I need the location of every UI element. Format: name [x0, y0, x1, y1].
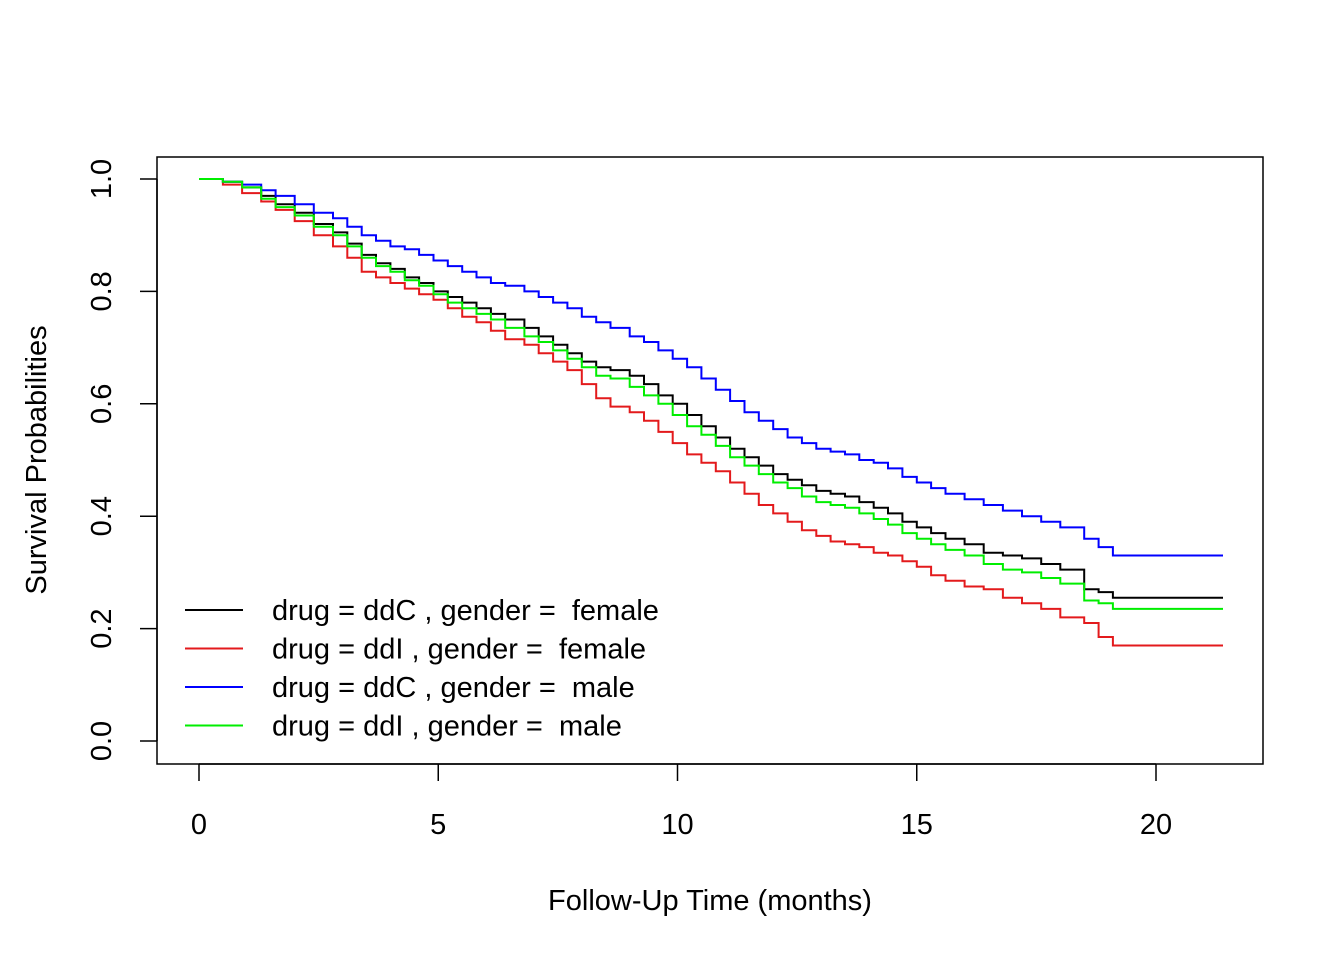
series-line-2 [199, 178, 1223, 557]
legend-label: drug = ddI , gender = female [272, 634, 646, 666]
series-line-1 [199, 178, 1223, 647]
y-axis: 0.0 0.2 0.4 0.6 0.8 1.0 [86, 159, 158, 761]
legend: drug = ddC , gender = female drug = ddI ,… [185, 595, 659, 743]
y-tick-label: 0.0 [86, 721, 118, 761]
x-tick-label: 20 [1140, 809, 1172, 841]
x-tick-label: 15 [901, 809, 933, 841]
series-line-3 [199, 178, 1223, 610]
x-axis: 0 5 10 15 20 [191, 763, 1172, 841]
legend-label: drug = ddC , gender = male [272, 672, 635, 704]
y-axis-label: Survival Probabilities [21, 325, 53, 594]
y-tick-label: 0.6 [86, 384, 118, 424]
x-axis-label: Follow-Up Time (months) [548, 885, 872, 917]
y-tick-label: 0.8 [86, 271, 118, 311]
y-tick-label: 0.2 [86, 608, 118, 648]
x-tick-label: 0 [191, 809, 207, 841]
series-layer [199, 178, 1223, 647]
y-tick-label: 1.0 [86, 159, 118, 199]
x-tick-label: 5 [430, 809, 446, 841]
x-tick-label: 10 [661, 809, 693, 841]
series-line-0 [199, 178, 1223, 599]
legend-label: drug = ddC , gender = female [272, 595, 659, 627]
legend-label: drug = ddI , gender = male [272, 711, 622, 743]
y-tick-label: 0.4 [86, 496, 118, 536]
